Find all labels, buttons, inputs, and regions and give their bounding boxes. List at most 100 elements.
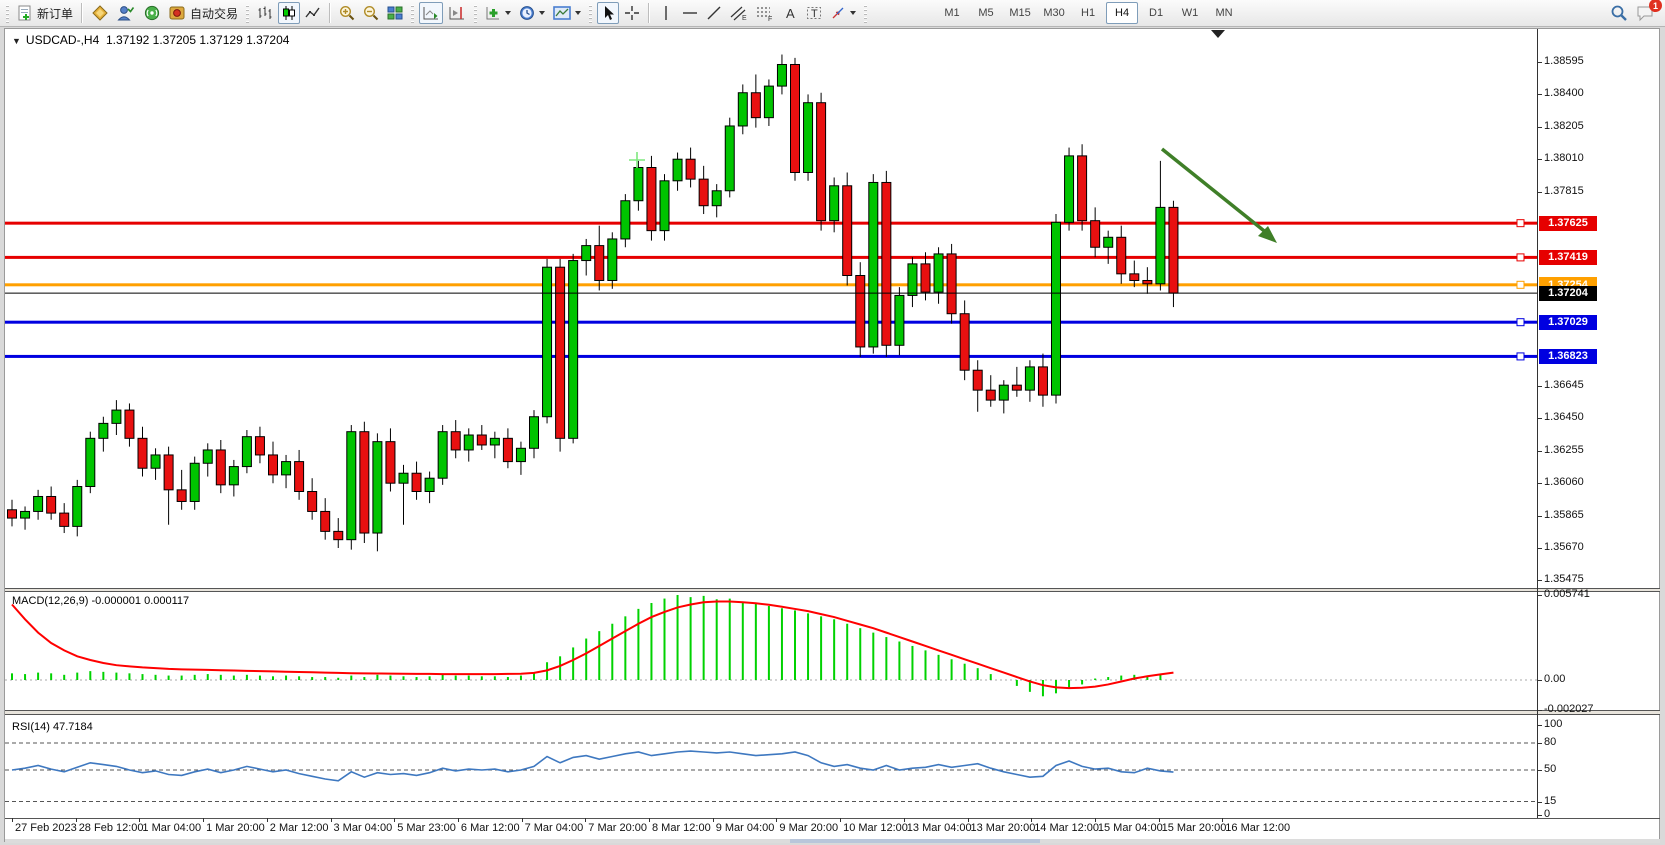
text-label-tool-button[interactable]: T [803, 2, 825, 24]
indicators-button[interactable] [482, 2, 514, 24]
candle-bearish [594, 245, 605, 281]
new-order-label: 新订单 [37, 6, 74, 21]
horizontal-scrollbar-thumb[interactable] [790, 839, 1040, 843]
line-handle[interactable] [1516, 219, 1525, 228]
text-tool-button[interactable]: A [779, 2, 801, 24]
macd-pane[interactable] [5, 592, 1537, 710]
search-icon [1611, 5, 1627, 21]
candle-bullish [463, 434, 474, 451]
toolbar-gripper[interactable] [863, 3, 869, 23]
horizontal-level-line[interactable] [5, 320, 1537, 324]
templates-button[interactable] [550, 2, 584, 24]
time-tick [75, 818, 77, 822]
equidistant-channel-icon: E [730, 6, 747, 21]
macd-axis-label: 0.005741 [1544, 587, 1590, 600]
toolbar-separator [329, 3, 332, 23]
timeframe-button-h4[interactable]: H4 [1106, 2, 1139, 24]
time-axis[interactable]: 27 Feb 2023 28 Feb 12:00 1 Mar 04:00 1 Mar … [5, 818, 1537, 838]
horizontal-level-line[interactable] [5, 255, 1537, 259]
toolbar-gripper[interactable] [588, 3, 594, 23]
vertical-line-tool-button[interactable] [655, 2, 677, 24]
price-pane[interactable] [5, 29, 1537, 588]
rsi-axis-label: 100 [1544, 718, 1563, 730]
trendline-tool-button[interactable] [703, 2, 725, 24]
toolbar-gripper[interactable] [5, 3, 10, 23]
candle-bullish [98, 422, 109, 439]
timeframe-button-h1[interactable]: H1 [1081, 7, 1096, 19]
horizontal-level-line[interactable] [5, 283, 1537, 287]
tile-windows-button[interactable] [384, 2, 406, 24]
time-axis-label: 7 Mar 20:00 [588, 822, 647, 834]
toolbar-gripper[interactable] [473, 3, 479, 23]
price-level-badge: 1.37419 [1539, 249, 1597, 265]
crosshair-tool-button[interactable] [621, 2, 643, 24]
time-axis-label: 3 Mar 04:00 [333, 822, 393, 834]
quotes-button[interactable] [88, 2, 112, 24]
rsi-pane[interactable] [5, 716, 1537, 818]
time-tick [521, 818, 523, 822]
candle-bearish [555, 266, 566, 439]
autotrading-button[interactable]: 自动交易 [166, 2, 241, 24]
notifications-button[interactable]: 1 [1633, 0, 1662, 24]
annotation-arrow[interactable] [1160, 147, 1270, 236]
toolbar-gripper[interactable] [410, 3, 416, 23]
signals-button[interactable] [140, 2, 164, 24]
crosshair-icon [625, 6, 640, 20]
cursor-tool-button[interactable] [597, 2, 620, 24]
new-order-button[interactable]: 新订单 [14, 2, 76, 24]
rsi-tick [1537, 725, 1542, 726]
rsi-axis-label: 50 [1544, 763, 1557, 775]
periods-button[interactable] [516, 2, 548, 24]
search-button[interactable] [1607, 2, 1631, 24]
channel-tool-button[interactable]: E [727, 2, 751, 24]
chart-shift-marker[interactable] [1211, 30, 1225, 38]
cross-marker-icon[interactable] [629, 152, 645, 168]
toolbar-separator [81, 3, 84, 23]
toolbar-gripper[interactable] [245, 3, 251, 23]
candle-bullish [607, 238, 618, 281]
auto-scroll-button[interactable] [419, 2, 444, 24]
timeframe-button-w1[interactable]: W1 [1181, 7, 1199, 19]
line-handle[interactable] [1516, 280, 1525, 289]
pane-splitter[interactable] [5, 588, 1660, 592]
timeframe-button-m5[interactable]: M5 [978, 7, 994, 19]
candle-bullish [659, 180, 670, 232]
chart-shift-button[interactable] [445, 2, 469, 24]
zoom-out-button[interactable] [360, 2, 382, 24]
time-axis-label: 27 Feb 2023 [15, 822, 77, 834]
line-handle[interactable] [1516, 318, 1525, 327]
timeframe-button-mn[interactable]: MN [1215, 7, 1233, 19]
arrows-tool-button[interactable] [827, 2, 859, 24]
horizontal-line-tool-button[interactable] [679, 2, 701, 24]
timeframe-button-m15[interactable]: M15 [1009, 7, 1031, 19]
horizontal-level-line[interactable] [5, 354, 1537, 358]
candle-bullish [1064, 155, 1075, 223]
time-tick [12, 818, 13, 822]
chart-template-icon [553, 6, 571, 20]
line-chart-mode-button[interactable] [302, 2, 324, 24]
candle-bearish [1090, 220, 1101, 248]
timeframe-button-m30[interactable]: M30 [1043, 7, 1065, 19]
price-axis-line[interactable] [1537, 29, 1538, 818]
candle-bearish [7, 509, 17, 519]
candle-bearish [1116, 236, 1127, 275]
horizontal-level-line[interactable] [5, 221, 1537, 225]
bar-chart-mode-button[interactable] [254, 2, 276, 24]
line-handle[interactable] [1516, 352, 1525, 361]
one-click-trading-toggle-icon[interactable]: ▼ [12, 36, 21, 46]
fibonacci-tool-button[interactable]: F [753, 2, 777, 24]
candlestick-mode-button[interactable] [278, 2, 301, 24]
chart-ohlc-values: 1.37192 1.37205 1.37129 1.37204 [105, 33, 290, 47]
time-axis-label: 5 Mar 23:00 [397, 822, 456, 834]
zoom-in-button[interactable] [336, 2, 358, 24]
accounts-button[interactable] [114, 2, 138, 24]
price-tick-label: 1.35865 [1544, 508, 1584, 521]
line-handle[interactable] [1516, 253, 1525, 262]
pane-splitter[interactable] [5, 710, 1660, 715]
timeframe-button-d1[interactable]: D1 [1149, 7, 1164, 19]
price-tick-label: 1.35475 [1544, 573, 1584, 586]
candle-bullish [998, 384, 1009, 401]
candle-bearish [385, 441, 396, 484]
fibonacci-icon: F [757, 7, 772, 21]
timeframe-button-m1[interactable]: M1 [944, 7, 960, 19]
